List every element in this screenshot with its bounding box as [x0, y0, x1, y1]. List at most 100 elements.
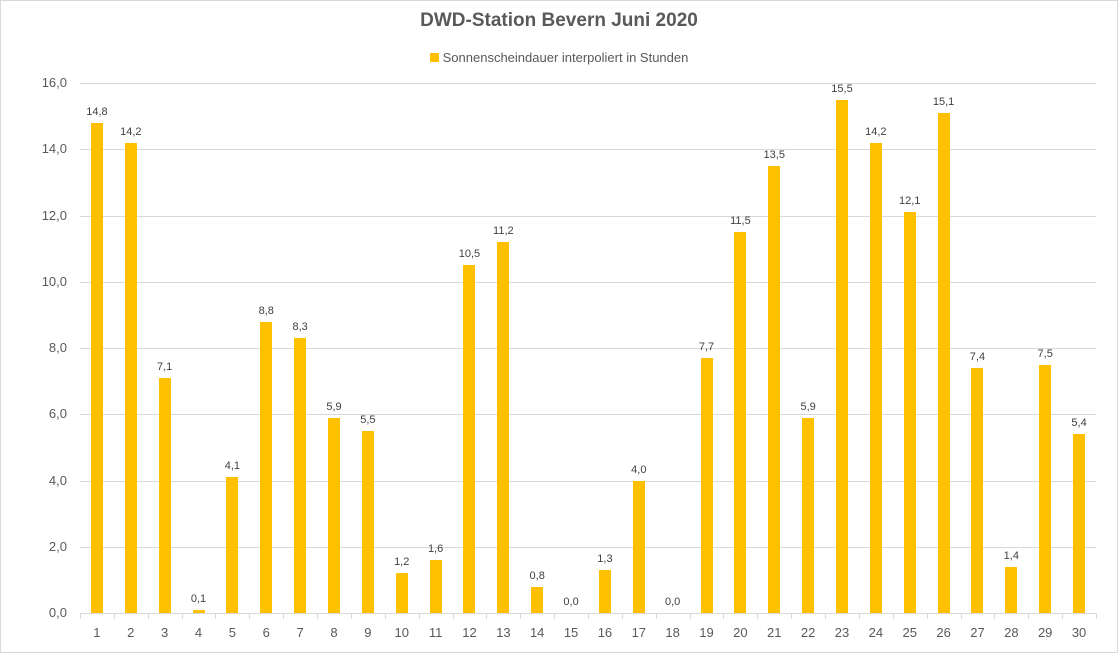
x-tick-label: 30 [1071, 625, 1087, 640]
x-tick [588, 613, 589, 619]
data-label: 1,6 [427, 543, 444, 555]
x-tick-label: 1 [93, 625, 101, 640]
x-tick [384, 613, 386, 619]
data-label: 0,0 [665, 596, 681, 608]
y-tick-label: 10,0 [41, 273, 67, 289]
bar-day-19 [700, 357, 713, 613]
bar-day-28 [1005, 566, 1018, 613]
data-label: 0,8 [529, 569, 545, 582]
bar-day-17 [632, 480, 645, 613]
data-label: 7,5 [1037, 347, 1053, 360]
x-tick [350, 613, 352, 619]
chart-legend: Sonnenscheindauer interpoliert in Stunde… [0, 50, 1118, 65]
bar-day-16 [598, 569, 611, 613]
x-tick [215, 613, 217, 619]
bar-day-10 [395, 573, 408, 613]
data-label: 4,1 [224, 460, 241, 473]
x-tick [757, 613, 759, 619]
gridline [80, 149, 1096, 151]
gridline [80, 215, 1096, 217]
x-tick-label: 24 [868, 625, 884, 640]
gridline [80, 348, 1096, 349]
bar-day-13 [497, 242, 510, 613]
x-tick [1062, 613, 1064, 619]
x-tick-label: 17 [631, 625, 647, 640]
x-tick [689, 613, 691, 619]
y-tick-label: 4,0 [48, 472, 67, 488]
data-label: 15,1 [932, 95, 955, 108]
x-tick-label: 7 [296, 625, 304, 640]
x-tick [825, 613, 827, 619]
data-label: 1,4 [1003, 549, 1019, 562]
x-tick [723, 613, 725, 619]
x-tick-label: 19 [699, 625, 714, 640]
data-label: 1,3 [597, 552, 613, 565]
bar-day-1 [90, 122, 103, 613]
bar-day-8 [328, 417, 340, 613]
x-tick-label: 4 [194, 625, 203, 640]
x-tick-label: 10 [394, 625, 409, 640]
x-tick-label: 21 [767, 625, 782, 640]
bar-day-11 [429, 560, 442, 613]
y-tick-label: 12,0 [41, 207, 67, 223]
bar-day-26 [937, 112, 950, 613]
x-tick-label: 28 [1004, 625, 1019, 640]
x-tick-label: 6 [262, 625, 270, 640]
data-label: 14,8 [86, 105, 108, 118]
data-label: 7,7 [698, 340, 715, 353]
x-tick [486, 613, 488, 619]
x-tick-label: 9 [364, 625, 372, 640]
data-label: 10,5 [458, 248, 481, 261]
bar-day-23 [836, 99, 848, 613]
x-tick [418, 613, 420, 619]
x-tick [892, 613, 894, 619]
bar-day-21 [768, 165, 781, 613]
x-tick [147, 613, 149, 619]
x-tick-label: 11 [428, 625, 443, 640]
x-tick [249, 613, 251, 619]
data-label: 5,9 [326, 400, 342, 413]
x-tick-label: 25 [902, 625, 917, 640]
bar-day-24 [869, 142, 882, 613]
y-tick-label: 2,0 [48, 538, 67, 554]
y-tick-label: 6,0 [48, 406, 67, 422]
bar-day-29 [1039, 364, 1052, 613]
x-tick-label: 23 [834, 625, 850, 640]
bar-day-20 [734, 232, 747, 613]
bar-day-7 [294, 338, 307, 613]
data-label: 12,1 [899, 195, 921, 208]
bar-day-3 [158, 377, 171, 613]
data-label: 8,8 [258, 304, 274, 317]
x-tick-label: 29 [1037, 625, 1053, 640]
x-tick-label: 3 [161, 625, 169, 640]
x-tick-label: 22 [800, 625, 816, 640]
data-label: 15,5 [831, 82, 853, 95]
data-label: 7,1 [157, 360, 173, 373]
x-tick-label: 26 [936, 625, 951, 640]
bar-day-25 [903, 212, 916, 613]
x-tick-label: 2 [127, 625, 135, 640]
x-tick [1096, 613, 1097, 619]
data-label: 8,3 [292, 321, 308, 334]
x-tick-label: 13 [496, 625, 511, 640]
bar-day-22 [802, 417, 815, 613]
x-tick-label: 20 [733, 625, 748, 640]
x-tick [181, 613, 183, 619]
data-label: 13,5 [763, 148, 785, 161]
data-label: 11,5 [730, 215, 751, 228]
x-tick-label: 16 [597, 625, 613, 640]
plot-area: 14,8 14,2 7,1 0,1 4,1 8,8 8,3 5,9 5,5 1,2 1,6 10,5 1… [80, 83, 1096, 613]
gridline [80, 546, 1096, 548]
x-tick-label: 27 [970, 625, 985, 640]
x-tick [994, 613, 996, 619]
x-tick [80, 613, 81, 619]
y-tick-label: 0,0 [48, 605, 67, 620]
x-tick-label: 18 [665, 625, 680, 640]
x-tick-label: 14 [529, 625, 545, 640]
bar-day-27 [971, 367, 984, 613]
x-tick [554, 613, 556, 619]
x-tick [317, 613, 319, 619]
data-label: 14,2 [865, 125, 887, 138]
data-label: 5,5 [360, 413, 376, 426]
